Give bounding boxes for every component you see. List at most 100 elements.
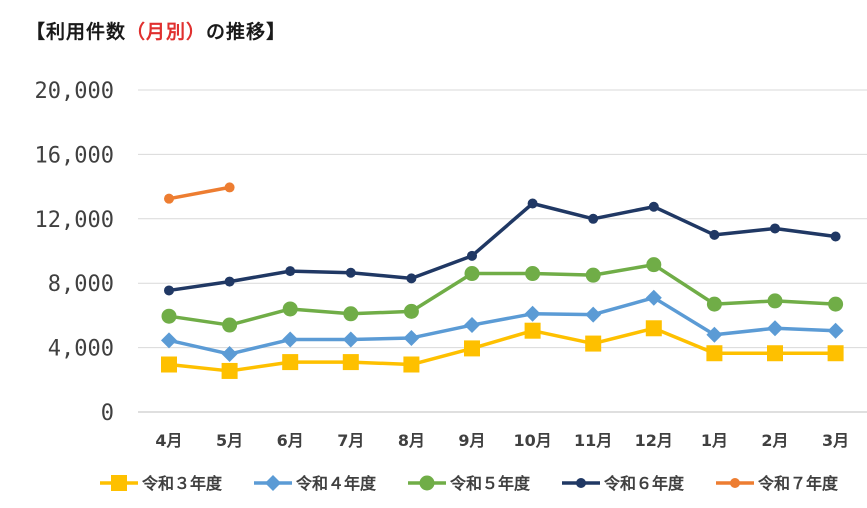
data-point	[345, 267, 356, 278]
data-point	[588, 213, 599, 224]
data-point	[161, 332, 177, 349]
data-point	[224, 182, 235, 193]
data-point	[767, 345, 783, 362]
data-point	[164, 285, 174, 296]
data-point	[285, 266, 296, 277]
y-tick-label: 4,000	[48, 337, 114, 362]
data-point	[646, 257, 662, 273]
data-point	[585, 267, 601, 283]
data-point	[524, 305, 541, 322]
data-point	[770, 223, 780, 234]
series-area	[161, 182, 844, 379]
legend-label: 令和７年度	[757, 474, 839, 493]
data-point	[342, 331, 359, 348]
data-point	[282, 331, 299, 348]
data-point	[706, 345, 723, 362]
series-line	[168, 201, 836, 293]
series-line	[168, 185, 230, 201]
series-line	[168, 295, 836, 356]
data-point	[648, 201, 659, 212]
series-line	[168, 262, 836, 327]
data-point	[282, 354, 299, 371]
legend-marker	[730, 478, 740, 488]
legend-item: 令和４年度	[254, 474, 377, 493]
x-tick-label: 1月	[701, 431, 728, 450]
series-4	[164, 198, 841, 296]
x-tick-label: 10月	[513, 431, 551, 450]
data-point	[706, 296, 722, 312]
x-tick-label: 9月	[458, 431, 485, 450]
series-1	[161, 320, 844, 379]
data-point	[403, 356, 420, 373]
x-tick-label: 2月	[761, 431, 788, 450]
data-point	[221, 362, 238, 379]
x-tick-label: 8月	[398, 431, 425, 450]
legend: 令和３年度 令和４年度 令和５年度 令和６年度 令和７年度	[100, 474, 839, 493]
data-point	[403, 303, 419, 319]
series-3	[161, 257, 844, 333]
y-tick-label: 12,000	[35, 208, 114, 233]
legend-label: 令和５年度	[449, 474, 531, 493]
data-point	[645, 320, 662, 337]
legend-label: 令和４年度	[295, 474, 377, 493]
legend-label: 令和３年度	[141, 474, 223, 493]
legend-marker	[576, 478, 586, 488]
series-2	[161, 289, 844, 363]
data-point	[164, 193, 174, 204]
data-point	[342, 354, 359, 371]
data-point	[827, 322, 844, 339]
y-tick-label: 16,000	[35, 143, 114, 168]
title-suffix: の推移	[206, 21, 267, 43]
data-point	[827, 345, 844, 362]
data-point	[464, 317, 480, 334]
x-tick-label: 3月	[822, 431, 849, 450]
data-point	[403, 329, 420, 346]
data-point	[161, 308, 177, 324]
data-point	[161, 356, 177, 373]
title-highlight: （月別）	[126, 21, 207, 43]
data-point	[464, 266, 480, 282]
series-line	[168, 326, 836, 373]
title-main: 利用件数	[46, 21, 127, 43]
data-point	[222, 317, 238, 333]
data-point	[709, 229, 720, 240]
data-point	[224, 276, 235, 287]
legend-item: 令和６年度	[562, 474, 685, 493]
x-tick-label: 7月	[337, 431, 364, 450]
x-tick-label: 4月	[155, 431, 182, 450]
data-point	[524, 322, 541, 339]
chart-title: 【利用件数（月別）の推移】	[26, 17, 286, 44]
y-axis: 0 4,000 8,000 12,000 16,000 20,000	[35, 79, 114, 426]
x-tick-label: 5月	[216, 431, 243, 450]
data-point	[527, 198, 538, 209]
title-bracket-close: 】	[266, 21, 287, 43]
data-point	[645, 289, 662, 306]
x-tick-label: 11月	[574, 431, 612, 450]
x-tick-label: 6月	[277, 431, 304, 450]
data-point	[767, 293, 783, 309]
series-5	[164, 182, 235, 204]
title-bracket-open: 【	[26, 21, 47, 43]
data-point	[406, 273, 417, 284]
data-point	[467, 250, 477, 261]
legend-item: 令和５年度	[408, 474, 531, 493]
data-point	[767, 320, 783, 337]
legend-marker	[419, 475, 435, 491]
data-point	[706, 326, 723, 343]
legend-marker	[265, 475, 281, 491]
legend-marker	[111, 475, 127, 491]
y-tick-label: 8,000	[48, 272, 114, 297]
data-point	[221, 346, 238, 363]
x-tick-label: 12月	[635, 431, 673, 450]
data-point	[830, 231, 841, 242]
y-tick-label: 20,000	[35, 79, 114, 104]
data-point	[525, 266, 541, 282]
gridlines	[138, 89, 867, 413]
data-point	[585, 306, 602, 323]
data-point	[585, 335, 602, 352]
x-axis: 4月 5月 6月 7月 8月 9月 10月 11月 12月 1月 2月 3月	[155, 431, 849, 450]
legend-label: 令和６年度	[603, 474, 685, 493]
data-point	[282, 301, 298, 317]
legend-item: 令和７年度	[716, 474, 839, 493]
data-point	[343, 306, 359, 322]
